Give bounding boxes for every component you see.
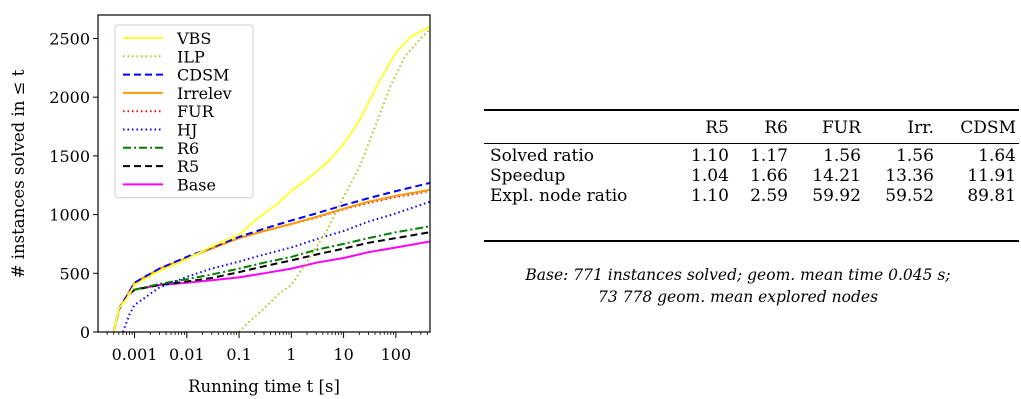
series-line-cdsm: [112, 181, 430, 332]
table-row: Speedup 1.04 1.66 14.21 13.36 11.91: [484, 166, 1020, 186]
series-line-r6: [112, 225, 430, 332]
legend-label-r6: R6: [177, 139, 199, 158]
table-header-rule: [484, 143, 1019, 144]
series-line-hj: [121, 200, 430, 332]
table-row: Expl. node ratio 1.10 2.59 59.92 59.52 8…: [484, 186, 1020, 212]
series-line-r5: [112, 231, 430, 332]
y-tick-label: 1000: [49, 206, 90, 225]
table-cell: 1.04: [691, 166, 729, 186]
row-label: Solved ratio: [490, 146, 595, 166]
column-header: Irr.: [907, 118, 934, 138]
table-cell: 89.81: [967, 186, 1016, 206]
series-layer: [112, 25, 430, 332]
table-cell: 11.91: [967, 166, 1016, 186]
row-label: Speedup: [490, 166, 566, 186]
x-tick-label: 1: [286, 345, 296, 364]
y-axis-label: # instances solved in ≤ t: [9, 69, 28, 278]
table-row: Solved ratio 1.10 1.17 1.56 1.56 1.64: [484, 138, 1020, 166]
x-axis-label: Running time t [s]: [188, 377, 340, 396]
legend-label-ilp: ILP: [177, 47, 205, 66]
column-header: [484, 110, 674, 138]
results-table: R5 R6 FUR Irr. CDSM Solved ratio 1.10 1.…: [484, 110, 1020, 212]
legend-label-fur: FUR: [177, 102, 215, 121]
legend-label-r5: R5: [177, 157, 199, 176]
x-tick-label: 100: [381, 345, 412, 364]
series-line-ilp: [238, 28, 430, 332]
table-bottom-rule: [484, 240, 1019, 242]
table-cell: 59.52: [885, 186, 934, 206]
table-cell: 13.36: [885, 166, 934, 186]
y-tick-label: 500: [59, 264, 90, 283]
column-header: FUR: [822, 118, 861, 138]
column-header: R5: [705, 118, 729, 138]
caption-line: 73 778 geom. mean explored nodes: [597, 288, 879, 306]
y-tick-label: 0: [80, 323, 90, 342]
table-cell: 1.10: [691, 186, 729, 206]
legend-label-vbs: VBS: [176, 29, 211, 48]
table-cell: 1.10: [691, 146, 729, 166]
table-cell: 1.56: [823, 146, 861, 166]
legend-label-hj: HJ: [177, 121, 197, 140]
legend-label-irrelev: Irrelev: [177, 84, 232, 103]
table-cell: 1.17: [750, 146, 788, 166]
line-chart: 0 500 1000 1500 2000 2500 0.001 0.01 0.1 1 10 100 Ru…: [9, 14, 431, 396]
table-cell: 1.66: [750, 166, 788, 186]
caption-line: Base: 771 instances solved; geom. mean t…: [525, 266, 951, 284]
legend-label-base: Base: [177, 175, 216, 194]
table-cell: 59.92: [812, 186, 861, 206]
column-header: CDSM: [960, 118, 1016, 138]
table-header-row: R5 R6 FUR Irr. CDSM: [484, 110, 1020, 138]
series-line-vbs: [112, 25, 430, 332]
row-label: Expl. node ratio: [490, 186, 628, 206]
column-header: R6: [764, 118, 788, 138]
legend-box: [114, 24, 254, 199]
table-cell: 1.64: [978, 146, 1016, 166]
x-tick-label: 0.1: [226, 345, 251, 364]
series-line-base: [112, 240, 430, 332]
y-tick-label: 2500: [49, 29, 90, 48]
x-tick-label: 10: [333, 345, 353, 364]
table-caption: Base: 771 instances solved; geom. mean t…: [456, 264, 1020, 308]
y-tick-label: 1500: [49, 147, 90, 166]
table-cell: 2.59: [750, 186, 788, 206]
y-tick-label: 2000: [49, 88, 90, 107]
series-line-irrelev: [112, 188, 430, 332]
table-cell: 1.56: [896, 146, 934, 166]
x-tick-label: 0.001: [112, 345, 158, 364]
x-tick-label: 0.01: [169, 345, 205, 364]
legend-label-cdsm: CDSM: [177, 66, 229, 85]
axes: 0 500 1000 1500 2000 2500 0.001 0.01 0.1 1 10 100 Ru…: [9, 14, 431, 396]
table-cell: 14.21: [812, 166, 861, 186]
table-top-rule: [484, 109, 1019, 111]
